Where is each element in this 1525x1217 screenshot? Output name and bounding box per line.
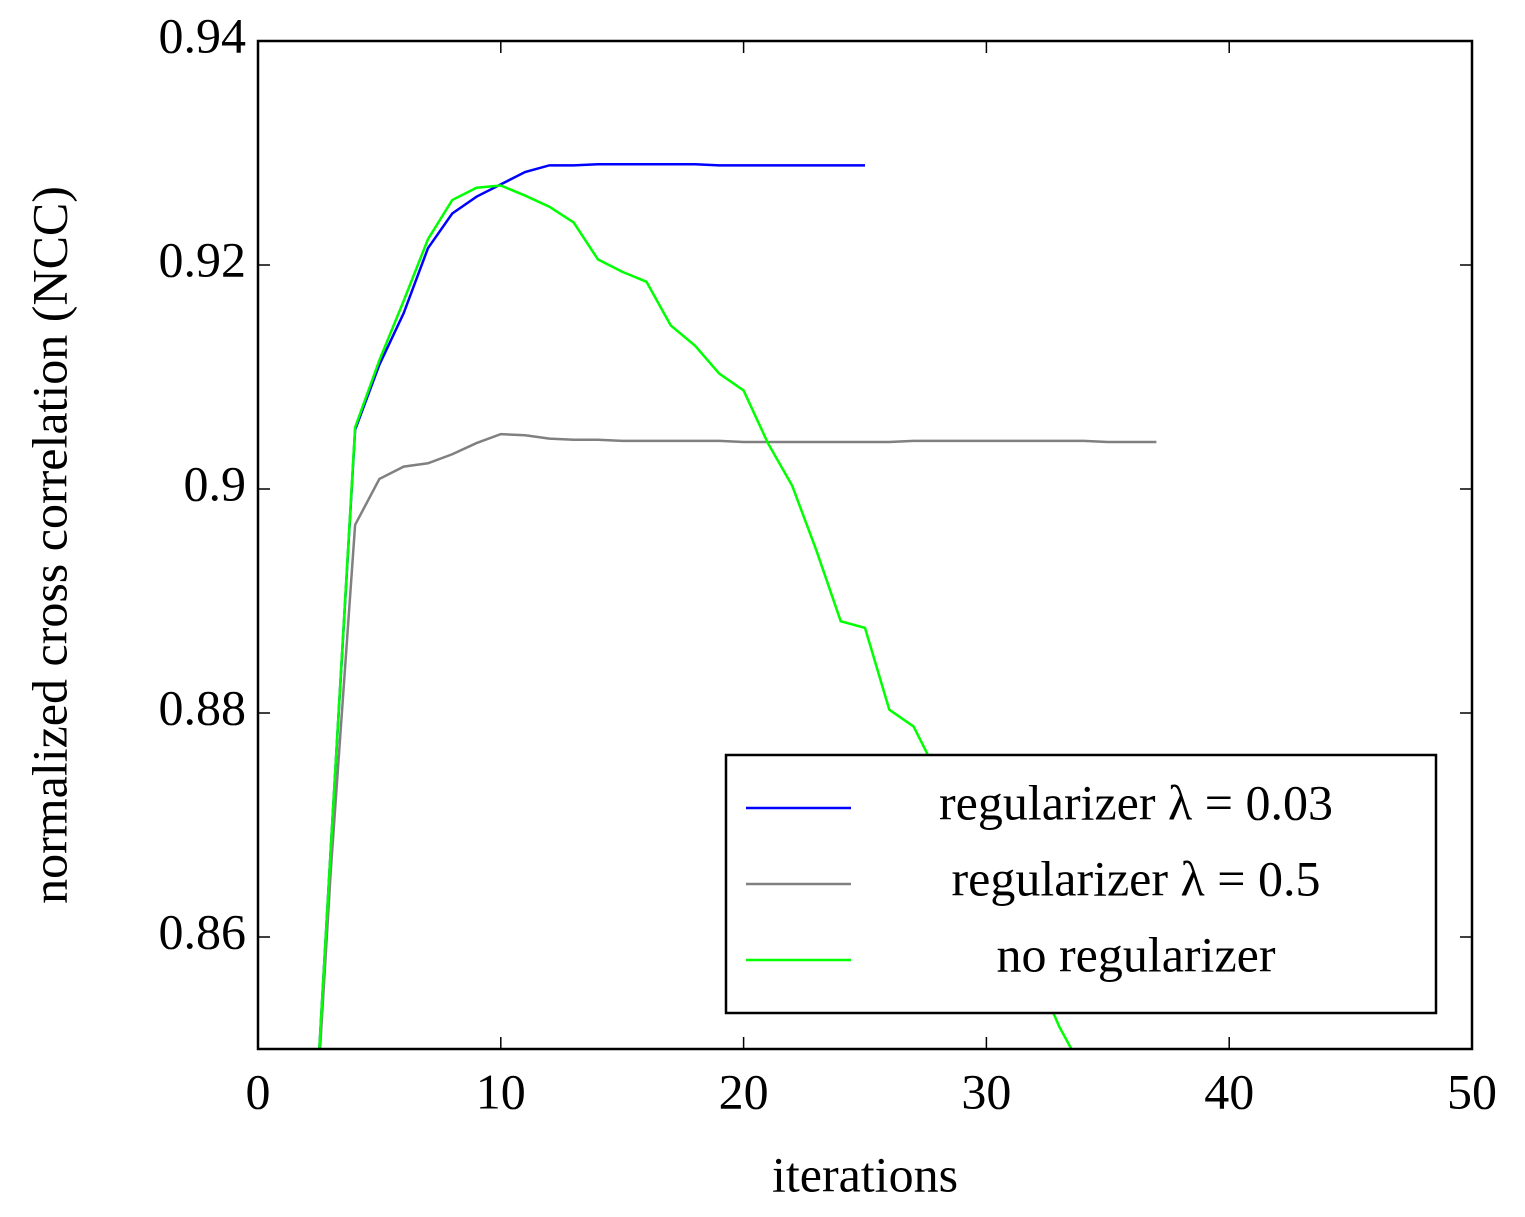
y-tick-label: 0.86 <box>159 903 247 959</box>
y-tick-label: 0.94 <box>159 7 247 63</box>
x-tick-label: 0 <box>246 1063 271 1119</box>
legend-label: regularizer λ = 0.5 <box>952 850 1321 906</box>
plot-area <box>318 162 1157 1049</box>
x-tick-label: 50 <box>1447 1063 1497 1119</box>
y-axis-label: normalized cross correlation (NCC) <box>21 186 77 904</box>
x-tick-label: 40 <box>1204 1063 1254 1119</box>
x-tick-label: 20 <box>719 1063 769 1119</box>
series-line <box>318 184 1073 1049</box>
x-axis-label: iterations <box>772 1146 958 1202</box>
x-tick-label: 30 <box>961 1063 1011 1119</box>
series-line <box>318 432 1157 1049</box>
legend-label: no regularizer <box>996 926 1275 982</box>
legend-label: regularizer λ = 0.03 <box>939 774 1333 830</box>
plot-frame <box>256 39 1474 1051</box>
y-tick-label: 0.9 <box>184 455 247 511</box>
y-tick-label: 0.88 <box>159 679 247 735</box>
series-line <box>318 162 865 1049</box>
y-tick-label: 0.92 <box>159 231 247 287</box>
x-tick-label: 10 <box>476 1063 526 1119</box>
